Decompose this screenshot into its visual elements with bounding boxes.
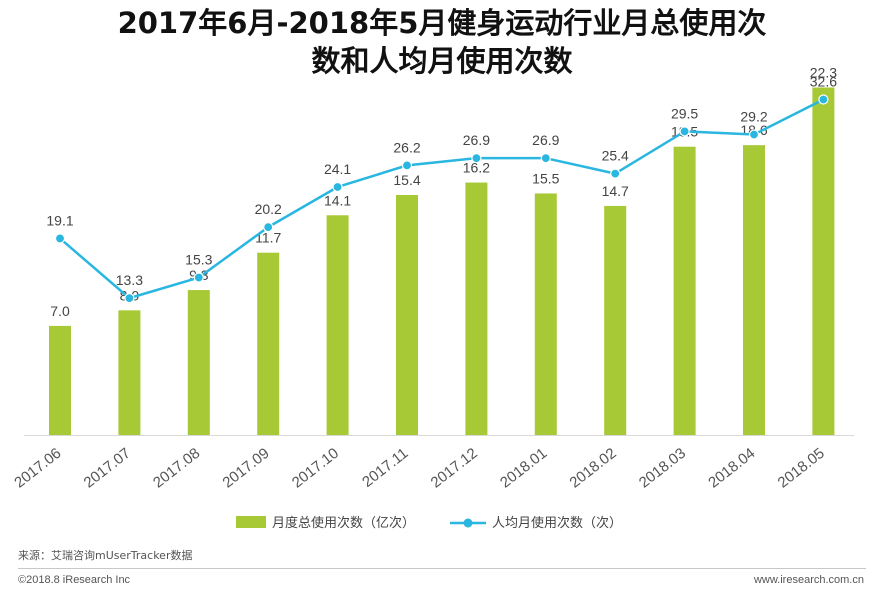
- bar-value-labels: 7.08.09.311.714.115.416.215.514.718.518.…: [50, 64, 837, 318]
- legend-line-marker: [463, 518, 473, 528]
- website-text: www.iresearch.com.cn: [753, 574, 864, 586]
- x-tick-2017.06: 2017.06: [11, 445, 64, 492]
- x-tick-2017.09: 2017.09: [219, 445, 272, 492]
- legend-bar-label: 月度总使用次数（亿次）: [272, 515, 415, 531]
- line-point-2018.04: [748, 129, 760, 140]
- bar-label-2017.11: 15.4: [393, 172, 420, 188]
- bar-label-2017.09: 11.7: [255, 230, 281, 246]
- x-tick-2017.08: 2017.08: [150, 445, 203, 492]
- bar-label-2018.01: 15.5: [532, 170, 559, 186]
- line-label-2018.03: 29.5: [671, 105, 698, 121]
- line-point-2018.03: [679, 126, 690, 137]
- x-tick-2018.05: 2018.05: [775, 445, 828, 492]
- bar-label-2018.05: 22.3: [810, 64, 837, 80]
- x-tick-2018.03: 2018.03: [636, 445, 689, 492]
- source-note: 来源：艾瑞咨询mUserTracker数据: [18, 549, 193, 562]
- x-tick-2017.07: 2017.07: [81, 445, 134, 492]
- x-tick-2017.12: 2017.12: [428, 445, 481, 492]
- line-series-path: [59, 98, 824, 300]
- line-label-2017.06: 19.1: [46, 212, 73, 228]
- copyright-text: ©2018.8 iResearch Inc: [18, 574, 131, 586]
- bar-2017.12: [465, 182, 488, 435]
- x-tick-2018.01: 2018.01: [497, 445, 550, 492]
- line-point-2018.02: [610, 168, 621, 179]
- line-point-2018.05: [818, 94, 829, 105]
- bar-2018.03: [673, 146, 696, 436]
- legend-bar-swatch: [236, 516, 266, 528]
- line-point-2017.09: [263, 222, 274, 233]
- line-label-2017.11: 26.2: [393, 139, 420, 155]
- line-label-2018.04: 29.2: [740, 109, 767, 125]
- x-tick-2018.02: 2018.02: [566, 445, 619, 492]
- chart-title-line-2: 数和人均月使用次数: [311, 44, 573, 78]
- bar-2017.06: [49, 325, 71, 435]
- line-point-2018.01: [540, 153, 551, 164]
- line-label-2017.07: 13.3: [116, 272, 143, 288]
- line-point-2017.07: [124, 293, 135, 304]
- line-point-2017.12: [471, 153, 482, 164]
- line-point-2017.10: [332, 181, 343, 193]
- x-tick-2018.04: 2018.04: [705, 445, 758, 492]
- bar-series: [49, 87, 835, 436]
- bar-2018.04: [743, 145, 765, 435]
- x-axis-tick-labels: 2017.06 2017.07 2017.08 2017.09 2017.10 2017.…: [11, 445, 828, 492]
- bar-2018.05: [812, 87, 835, 435]
- bar-2017.07: [118, 310, 141, 435]
- line-point-2017.06: [54, 233, 66, 244]
- footer-divider: [18, 568, 866, 569]
- legend-line-label: 人均月使用次数（次）: [492, 515, 622, 531]
- line-label-2017.10: 24.1: [324, 161, 351, 177]
- line-series-points: [54, 94, 829, 304]
- bar-2017.09: [257, 252, 280, 435]
- line-label-2018.02: 25.4: [602, 148, 629, 164]
- bar-2017.10: [326, 215, 349, 435]
- line-point-2017.08: [193, 272, 204, 283]
- legend: 月度总使用次数（亿次） 人均月使用次数（次）: [236, 515, 622, 531]
- bar-2018.02: [604, 205, 627, 435]
- line-point-2017.11: [401, 160, 413, 171]
- bar-label-2018.02: 14.7: [602, 183, 629, 199]
- line-label-2017.12: 26.9: [463, 132, 490, 148]
- bar-2018.01: [534, 193, 557, 435]
- line-label-2018.01: 26.9: [532, 132, 559, 148]
- bar-label-2017.06: 7.0: [50, 303, 70, 319]
- bar-label-2017.12: 16.2: [463, 160, 490, 176]
- line-value-labels: 19.1 13.3 15.3 20.2 24.1 26.2 26.9 26.9 25.4 29.5…: [46, 74, 837, 289]
- line-label-2017.09: 20.2: [255, 201, 282, 217]
- x-tick-2017.10: 2017.10: [289, 445, 342, 492]
- x-tick-2017.11: 2017.11: [359, 445, 411, 491]
- line-label-2017.08: 15.3: [185, 252, 212, 268]
- bar-2017.11: [396, 195, 418, 435]
- bar-label-2017.10: 14.1: [324, 192, 351, 208]
- bar-2017.08: [187, 290, 210, 435]
- line-label-2018.05: 32.6: [810, 74, 837, 90]
- chart-title-line-1: 2017年6月-2018年5月健身运动行业月总使用次: [117, 6, 767, 40]
